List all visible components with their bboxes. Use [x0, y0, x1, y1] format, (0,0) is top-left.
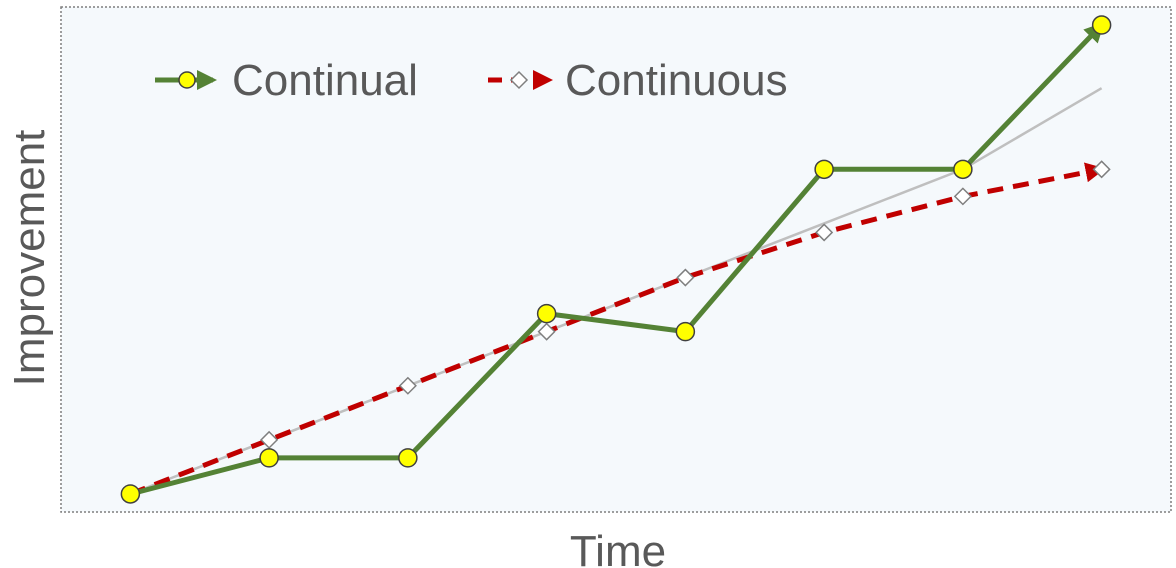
series-line-continuous [129, 162, 1106, 497]
continuous-point-1 [260, 430, 279, 449]
continuous-point-6 [953, 187, 972, 206]
legend-continual-marker [178, 71, 196, 89]
continuous-point-5 [815, 223, 834, 242]
continual-point-1 [259, 448, 279, 468]
legend-item-continuous: Continuous [488, 56, 788, 105]
legend-continual-label: Continual [232, 56, 418, 105]
legend-item-continual: Continual [155, 56, 418, 105]
continual-point-6 [953, 159, 973, 180]
legend: Continual Continuous [155, 56, 788, 105]
plot-layer [120, 15, 1112, 504]
continual-point-5 [814, 159, 834, 180]
x-axis-label: Time [570, 527, 666, 568]
y-axis-label: Improvement [5, 130, 54, 387]
continuous-point-4 [676, 268, 695, 287]
continual-point-7 [1091, 15, 1112, 35]
legend-continuous-marker [509, 70, 529, 90]
plot-area [60, 6, 1172, 513]
continual-point-4 [675, 321, 696, 342]
continuous-point-3 [537, 322, 556, 341]
continual-point-0 [120, 484, 141, 504]
continuous-point-2 [398, 376, 417, 395]
continual-point-3 [536, 303, 557, 324]
legend-continuous-label: Continuous [565, 56, 788, 105]
continuous-point-7 [1092, 160, 1111, 179]
series-line-continual [129, 22, 1105, 497]
continual-point-2 [398, 448, 418, 468]
